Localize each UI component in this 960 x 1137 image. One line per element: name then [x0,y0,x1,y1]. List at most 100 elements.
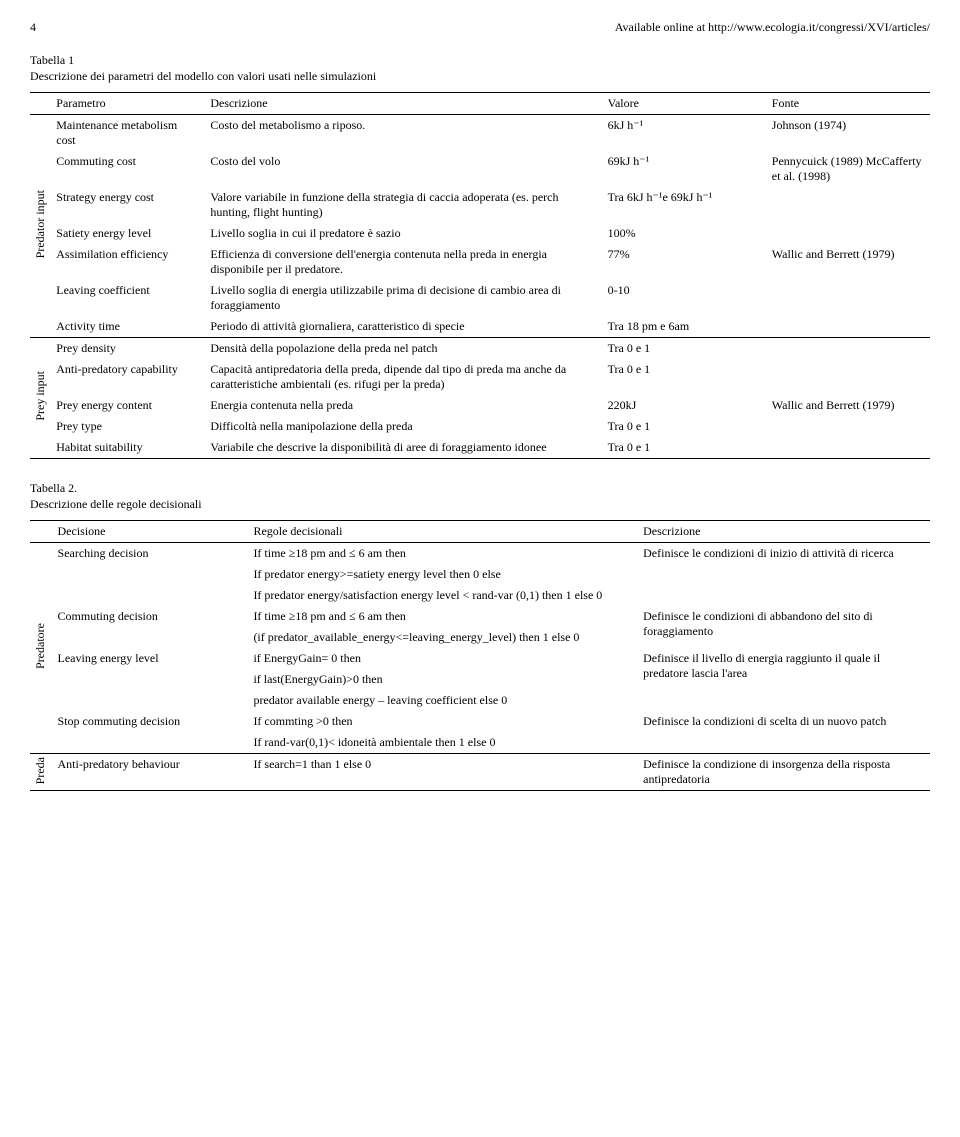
table-row: Assimilation efficiency Efficienza di co… [30,244,930,280]
cell: Satiety energy level [50,223,204,244]
table-row: Preda Anti-predatory behaviour If search… [30,754,930,791]
cell: Commuting decision [52,606,248,627]
cell: 69kJ h⁻¹ [602,151,766,187]
cell: (if predator_available_energy<=leaving_e… [247,627,637,648]
table1-h-valore: Valore [602,93,766,115]
table1-h-descrizione: Descrizione [204,93,601,115]
table2-h-decisione: Decisione [52,521,248,543]
cell: Densità della popolazione della preda ne… [204,338,601,360]
cell: Strategy energy cost [50,187,204,223]
cell: Leaving energy level [52,648,248,669]
table-row: Leaving energy level if EnergyGain= 0 th… [30,648,930,669]
cell [766,359,930,395]
table-row: Prey energy content Energia contenuta ne… [30,395,930,416]
cell: Tra 6kJ h⁻¹e 69kJ h⁻¹ [602,187,766,223]
cell: predator available energy – leaving coef… [247,690,637,711]
cell: Assimilation efficiency [50,244,204,280]
table1: Parametro Descrizione Valore Fonte Preda… [30,92,930,459]
table1-caption-line1: Tabella 1 [30,53,74,67]
cell [766,416,930,437]
cell: Definisce le condizioni di inizio di att… [637,543,930,607]
url-text: Available online at http://www.ecologia.… [615,20,930,35]
table-row: Stop commuting decision If commting >0 t… [30,711,930,732]
cell: Stop commuting decision [52,711,248,732]
cell: Prey type [50,416,204,437]
cell: Anti-predatory behaviour [52,754,248,791]
cell: Definisce le condizioni di abbandono del… [637,606,930,648]
table-row: Satiety energy level Livello soglia in c… [30,223,930,244]
cell: Prey energy content [50,395,204,416]
table1-caption-line2: Descrizione dei parametri del modello co… [30,69,376,83]
cell: Costo del volo [204,151,601,187]
table-row: Leaving coefficient Livello soglia di en… [30,280,930,316]
table1-caption: Tabella 1 Descrizione dei parametri del … [30,53,930,84]
cell: Costo del metabolismo a riposo. [204,115,601,152]
cell [766,316,930,338]
cell: Anti-predatory capability [50,359,204,395]
cell: If predator energy>=satiety energy level… [247,564,637,585]
cell: Efficienza di conversione dell'energia c… [204,244,601,280]
cell: Prey density [50,338,204,360]
table1-header-row: Parametro Descrizione Valore Fonte [30,93,930,115]
cell [766,437,930,459]
cell: Activity time [50,316,204,338]
table2-h-descrizione: Descrizione [637,521,930,543]
cell: Searching decision [52,543,248,565]
table2: Decisione Regole decisionali Descrizione… [30,520,930,791]
cell [766,338,930,360]
cell: 100% [602,223,766,244]
cell: Livello soglia in cui il predatore è saz… [204,223,601,244]
table2-caption-line2: Descrizione delle regole decisionali [30,497,202,511]
cell: Leaving coefficient [50,280,204,316]
table-row: Commuting cost Costo del volo 69kJ h⁻¹ P… [30,151,930,187]
cell: If commting >0 then [247,711,637,732]
cell: Definisce la condizione di insorgenza de… [637,754,930,791]
cell: Livello soglia di energia utilizzabile p… [204,280,601,316]
predatore-label: Predatore [33,623,48,669]
cell: Definisce il livello di energia raggiunt… [637,648,930,711]
cell: Definisce la condizioni di scelta di un … [637,711,930,754]
cell: Difficoltà nella manipolazione della pre… [204,416,601,437]
cell: Maintenance metabolism cost [50,115,204,152]
cell: Periodo di attività giornaliera, caratte… [204,316,601,338]
cell: Wallic and Berrett (1979) [766,395,930,416]
cell: If time ≥18 pm and ≤ 6 am then [247,543,637,565]
cell: Tra 0 e 1 [602,338,766,360]
table2-h-regole: Regole decisionali [247,521,637,543]
table-row: Predator input Maintenance metabolism co… [30,115,930,152]
table-row: Habitat suitability Variabile che descri… [30,437,930,459]
cell: Johnson (1974) [766,115,930,152]
cell: Tra 0 e 1 [602,416,766,437]
table-row: Commuting decision If time ≥18 pm and ≤ … [30,606,930,627]
cell: 6kJ h⁻¹ [602,115,766,152]
table2-header-row: Decisione Regole decisionali Descrizione [30,521,930,543]
cell: If time ≥18 pm and ≤ 6 am then [247,606,637,627]
cell [766,280,930,316]
cell: 0-10 [602,280,766,316]
table-row: Prey input Prey density Densità della po… [30,338,930,360]
cell: 77% [602,244,766,280]
cell: Pennycuick (1989) McCafferty et al. (199… [766,151,930,187]
table-row: Strategy energy cost Valore variabile in… [30,187,930,223]
cell: if EnergyGain= 0 then [247,648,637,669]
cell [766,187,930,223]
cell: Capacità antipredatoria della preda, dip… [204,359,601,395]
page-number: 4 [30,20,36,35]
header-row: 4 Available online at http://www.ecologi… [30,20,930,35]
preda-label: Preda [33,757,48,784]
cell: Tra 0 e 1 [602,437,766,459]
cell: If search=1 than 1 else 0 [247,754,637,791]
cell: Commuting cost [50,151,204,187]
table1-h-fonte: Fonte [766,93,930,115]
table-row: Prey type Difficoltà nella manipolazione… [30,416,930,437]
cell: Wallic and Berrett (1979) [766,244,930,280]
cell: if last(EnergyGain)>0 then [247,669,637,690]
table2-caption-line1: Tabella 2. [30,481,77,495]
table-row: Activity time Periodo di attività giorna… [30,316,930,338]
cell: If rand-var(0,1)< idoneità ambientale th… [247,732,637,754]
cell: Tra 0 e 1 [602,359,766,395]
cell: Tra 18 pm e 6am [602,316,766,338]
cell: Valore variabile in funzione della strat… [204,187,601,223]
prey-input-label: Prey input [33,371,48,421]
predator-input-label: Predator input [33,190,48,258]
